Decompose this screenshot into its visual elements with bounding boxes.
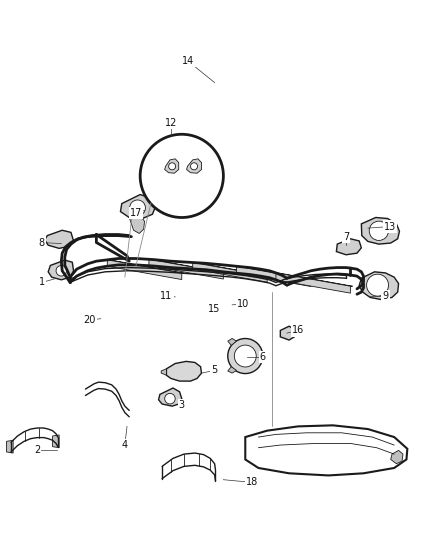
Polygon shape (149, 260, 223, 279)
Text: 1: 1 (39, 278, 45, 287)
Text: 18: 18 (246, 478, 258, 487)
Circle shape (367, 274, 389, 296)
Polygon shape (193, 263, 267, 282)
Text: 13: 13 (384, 222, 396, 231)
Text: 20: 20 (84, 315, 96, 325)
Text: 9: 9 (382, 291, 389, 301)
Polygon shape (391, 450, 403, 464)
Text: 7: 7 (343, 232, 349, 242)
Polygon shape (53, 435, 59, 448)
Polygon shape (7, 440, 13, 453)
Polygon shape (237, 266, 311, 287)
Text: 14: 14 (182, 56, 194, 66)
Polygon shape (107, 260, 182, 279)
Circle shape (165, 393, 175, 404)
Circle shape (228, 338, 263, 374)
Polygon shape (45, 230, 74, 248)
Text: 17: 17 (130, 208, 142, 218)
Text: 15: 15 (208, 304, 221, 314)
Circle shape (234, 345, 256, 367)
Text: 10: 10 (237, 299, 249, 309)
Polygon shape (361, 217, 399, 244)
Text: 5: 5 (212, 366, 218, 375)
Polygon shape (187, 159, 201, 173)
Circle shape (140, 134, 223, 217)
Polygon shape (359, 272, 399, 300)
Text: 3: 3 (179, 400, 185, 410)
Text: 12: 12 (165, 118, 177, 127)
Polygon shape (228, 367, 237, 373)
Polygon shape (237, 266, 313, 280)
Polygon shape (280, 326, 294, 340)
Polygon shape (120, 195, 155, 219)
Polygon shape (245, 425, 407, 475)
Circle shape (169, 163, 176, 170)
Polygon shape (336, 239, 361, 255)
Polygon shape (107, 260, 184, 273)
Text: 16: 16 (292, 326, 304, 335)
Polygon shape (228, 338, 237, 345)
Circle shape (130, 200, 145, 216)
Polygon shape (193, 263, 269, 276)
Text: 8: 8 (39, 238, 45, 247)
Polygon shape (276, 273, 350, 293)
Polygon shape (149, 260, 226, 272)
Polygon shape (48, 260, 74, 280)
Text: 6: 6 (260, 352, 266, 362)
Polygon shape (129, 217, 145, 233)
Text: 11: 11 (160, 291, 173, 301)
Polygon shape (276, 273, 353, 286)
Circle shape (191, 163, 198, 170)
Text: 4: 4 (122, 440, 128, 450)
Polygon shape (159, 388, 182, 406)
Circle shape (369, 221, 389, 240)
Polygon shape (161, 369, 166, 375)
Polygon shape (165, 159, 179, 173)
Polygon shape (166, 361, 201, 381)
Circle shape (56, 265, 67, 276)
Text: 2: 2 (34, 446, 40, 455)
